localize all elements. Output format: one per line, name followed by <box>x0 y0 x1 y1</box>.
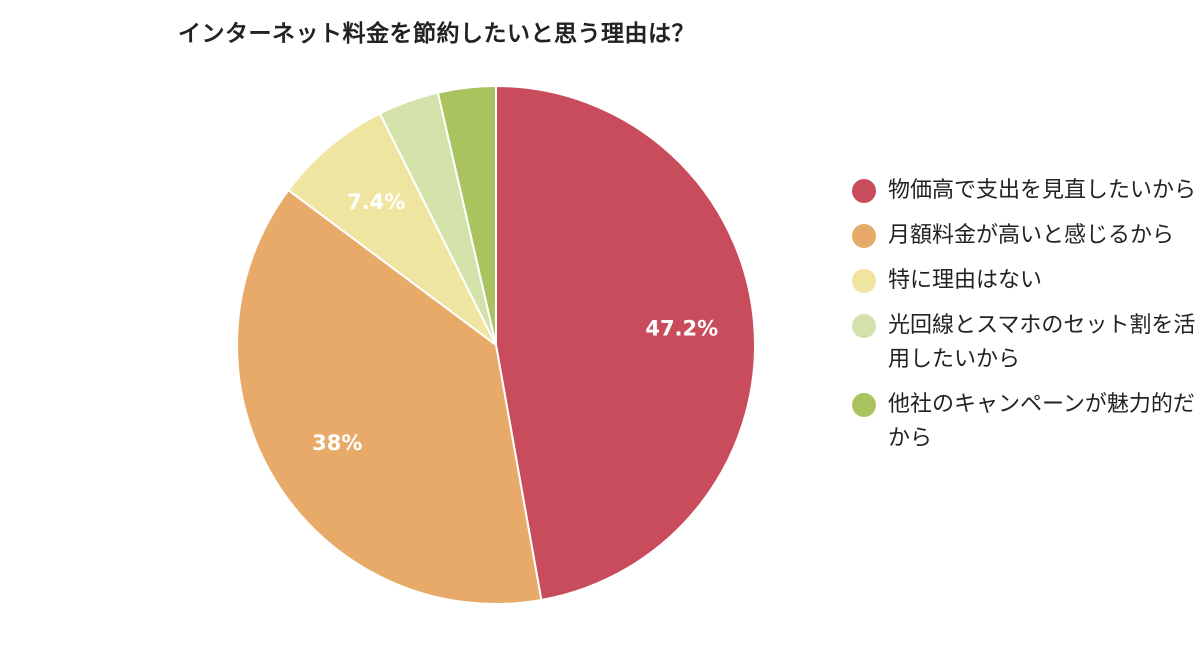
legend-swatch <box>852 224 876 248</box>
legend-label: 光回線とスマホのセット割を活用したいから <box>888 313 1196 372</box>
legend-swatch <box>852 269 876 293</box>
legend-item: 月額料金が高いと感じるから <box>852 219 1197 253</box>
legend-label: 特に理由はない <box>888 268 1043 293</box>
legend-swatch <box>852 393 876 417</box>
chart-title: インターネット料金を節約したいと思う理由は？ <box>178 21 695 47</box>
legend-label: 月額料金が高いと感じるから <box>888 223 1175 248</box>
pie-slice <box>286 112 497 346</box>
legend-label: 物価高で支出を見直したいから <box>888 178 1197 203</box>
pie-slice <box>495 84 756 602</box>
pie-slices <box>236 84 756 605</box>
pie-slice <box>436 84 497 346</box>
legend-item: 他社のキャンペーンが魅力的だから <box>852 388 1197 456</box>
slice-data-label: 7.4% <box>347 190 405 214</box>
legend-item: 特に理由はない <box>852 264 1197 298</box>
legend-item: 光回線とスマホのセット割を活用したいから <box>852 309 1197 377</box>
pie-labels: 47.2% 38% 7.4% <box>312 190 718 455</box>
slice-data-label: 47.2% <box>645 317 718 341</box>
pie-chart: 47.2% 38% 7.4% <box>236 84 756 605</box>
legend-label: 他社のキャンペーンが魅力的だから <box>888 392 1195 451</box>
pie-slice <box>236 188 543 605</box>
legend-swatch <box>852 314 876 338</box>
chart-legend: 物価高で支出を見直したいから 月額料金が高いと感じるから 特に理由はない光回線とスマ… <box>852 174 1197 467</box>
slice-data-label: 38% <box>312 431 362 455</box>
legend-swatch <box>852 179 876 203</box>
legend-item: 物価高で支出を見直したいから <box>852 174 1197 208</box>
